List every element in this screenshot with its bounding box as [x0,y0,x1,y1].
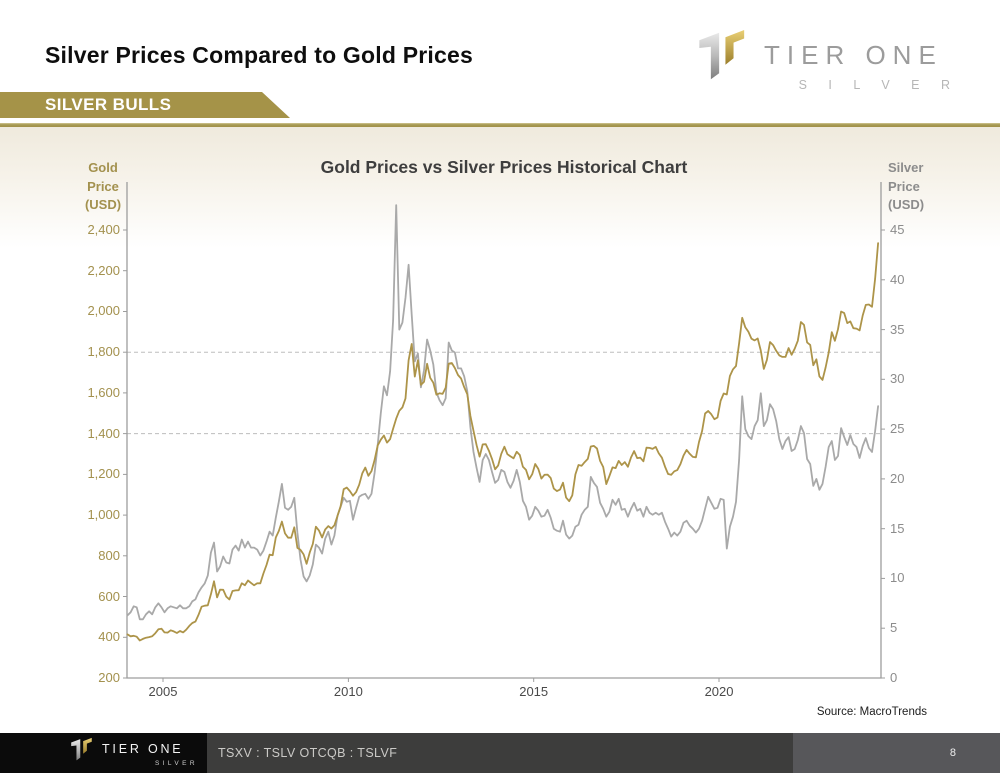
gold-divider-rule [0,123,1000,127]
gold-axis-tick-label: 1,400 [87,425,120,441]
gold-axis-tick-label: 200 [98,670,120,685]
footer-brand-name: TIER ONE [102,742,184,756]
gold-axis-tick-label: 600 [98,588,120,604]
gold-price-line [126,242,879,642]
silver-axis-tick-label: 10 [890,570,905,586]
footer-bar: TIER ONE SILVER TSXV : TSLV OTCQB : TSLV… [0,733,1000,773]
footer-logo-panel [0,733,207,773]
year-axis-tick-label: 2015 [519,684,549,699]
year-axis-tick-label: 2010 [333,684,363,699]
gold-axis-tick-label: 2,200 [87,262,120,278]
silver-price-line [126,204,879,621]
tier-one-logo-icon [697,28,751,101]
silver-axis-tick-label: 35 [890,321,905,337]
gold-axis-tick-label: 1,800 [87,344,120,360]
brand-subtitle: S I L V E R [798,78,959,92]
page-title: Silver Prices Compared to Gold Prices [45,42,473,68]
gold-axis-tick-label: 800 [98,547,120,563]
page-number: 8 [949,747,956,759]
source-note: Source: MacroTrends [816,706,927,718]
silver-axis-tick-label: 40 [890,271,905,287]
axis-frame [126,182,882,679]
year-axis-tick-label: 2005 [148,684,178,699]
gold-axis-tick-label: 1,200 [87,466,120,482]
gold-axis-tick-label: 2,000 [87,303,120,319]
brand-name: TIER ONE [764,40,943,70]
gold-axis-tick-label: 2,400 [87,222,120,237]
silver-axis-tick-label: 25 [890,421,905,437]
brand-logo-text: TIER ONE S I L V E R [764,40,960,92]
gold-axis-tick-label: 1,600 [87,384,120,400]
footer-brand-text: TIER ONE SILVER [102,742,198,767]
stock-tickers: TSXV : TSLV OTCQB : TSLVF [218,746,398,760]
silver-axis-tick-label: 15 [890,520,905,536]
footer-right-panel [793,733,1000,773]
banner-label: SILVER BULLS [45,95,172,114]
silver-axis-tick-label: 45 [890,222,905,237]
silver-axis-tick-label: 0 [890,670,898,685]
silver-bulls-banner: SILVER BULLS [0,92,290,118]
silver-axis-tick-label: 30 [890,371,905,387]
gold-axis-label: Gold Price (USD) [84,160,122,212]
silver-axis-tick-label: 20 [890,470,905,486]
gold-axis-tick-label: 400 [98,629,120,645]
silver-axis-tick-label: 5 [890,620,898,636]
silver-axis-label: Silver Price (USD) [888,160,925,212]
chart-title: Gold Prices vs Silver Prices Historical … [320,157,688,177]
footer-brand-subtitle: SILVER [154,760,198,767]
footer-tier-one-logo-icon [70,737,95,773]
gold-axis-tick-label: 1,000 [87,507,120,523]
year-axis-tick-label: 2020 [704,684,734,699]
